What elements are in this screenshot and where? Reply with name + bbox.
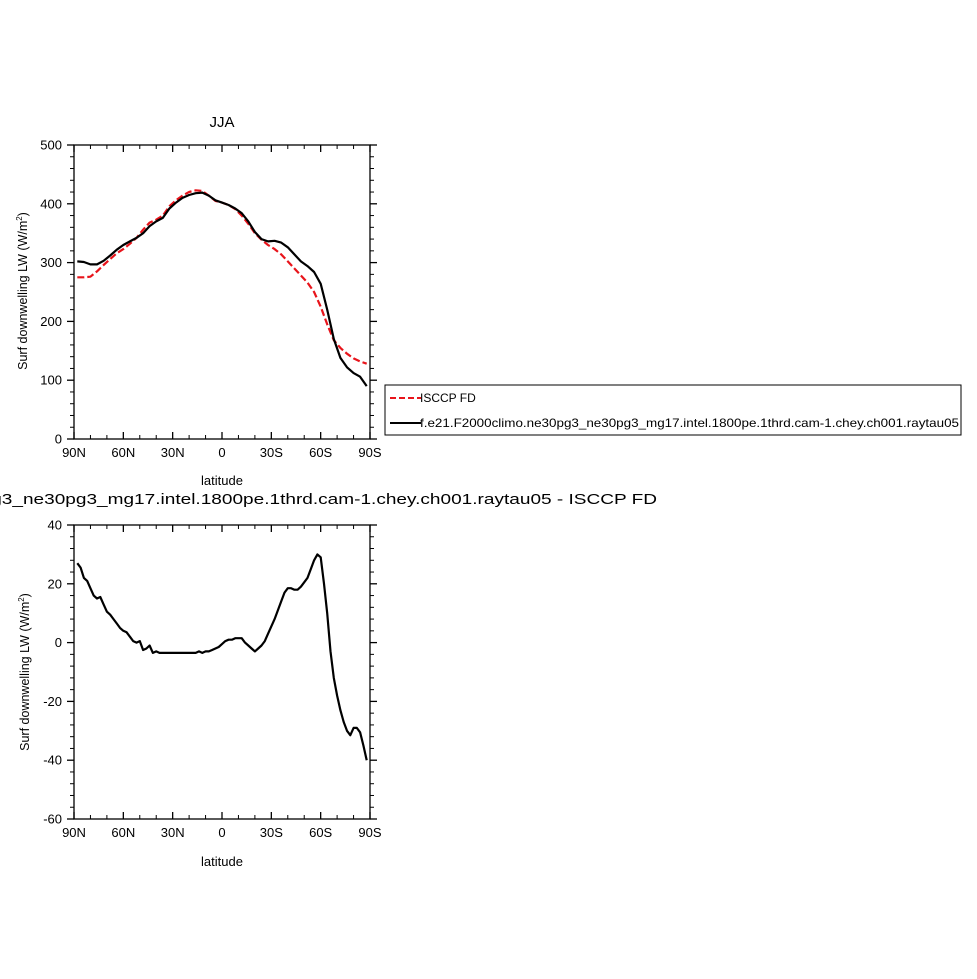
panel-top-xtick-label: 90S [358,445,381,460]
panel-top-ytick-label: 400 [40,196,62,211]
panel-top-ytick-label: 500 [40,138,62,153]
panel-bottom-ytick-label: -60 [43,812,62,827]
panel-top-xtick-label: 30S [260,445,283,460]
panel-bottom-title: f.e21.F2000climo.ne30pg3_ne30pg3_mg17.in… [0,491,657,508]
panel-bottom-ylabel: Surf downwelling LW (W/m2) [17,593,32,751]
panel-bottom-ytick-label: 0 [55,635,62,650]
panel-bottom-ylabel-sup: 2 [17,597,26,602]
panel-top-series-line-0 [77,189,368,365]
panel-top-series-line-1 [77,191,368,387]
panel-top-xtick-label: 90N [62,445,86,460]
panel-top-ytick-label: 0 [55,432,62,447]
panel-bottom-ytick-label: 40 [48,518,62,533]
panel-top-xlabel: latitude [201,473,243,488]
panel-bottom-xtick-label: 0 [218,825,225,840]
legend: ISCCP FD f.e21.F2000climo.ne30pg3_ne30pg… [384,384,962,436]
panel-bottom-xtick-label: 60S [309,825,332,840]
panel-bottom-ylabel-tail: ) [18,593,32,597]
panel-bottom-ytick-label: -20 [43,694,62,709]
panel-top-xtick-label: 0 [218,445,225,460]
panel-top-ytick-label: 300 [40,255,62,270]
panel-top-xtick-label: 60N [111,445,135,460]
panel-bottom-xlabel: latitude [201,854,243,869]
panel-bottom: f.e21.F2000climo.ne30pg3_ne30pg3_mg17.in… [0,491,657,869]
panel-top-plot-area: 90N 60N 30N 0 30S 60S 90S 0 100 200 300 400 500 [40,138,382,461]
panel-top-title: JJA [209,114,234,131]
panel-bottom-xtick-label: 60N [111,825,135,840]
legend-label-model: f.e21.F2000climo.ne30pg3_ne30pg3_mg17.in… [420,416,959,430]
panel-bottom-ylabel-main: Surf downwelling LW (W/m [18,602,32,751]
legend-box [384,384,962,436]
panel-top-ytick-label: 100 [40,373,62,388]
panel-top-xtick-label: 60S [309,445,332,460]
panel-bottom-xtick-label: 90S [358,825,381,840]
panel-top-ylabel-sup: 2 [15,216,24,221]
panel-top-ylabel-tail: ) [16,212,30,216]
panel-top-xtick-label: 30N [161,445,185,460]
panel-bottom-xtick-label: 30S [260,825,283,840]
panel-top-frame [73,144,371,440]
panel-top-ylabel-main: Surf downwelling LW (W/m [16,221,30,370]
panel-bottom-xtick-label: 90N [62,825,86,840]
panel-top-ytick-label: 200 [40,314,62,329]
panel-bottom-ytick-label: 20 [48,576,62,591]
panel-bottom-xtick-label: 30N [161,825,185,840]
legend-label-isccp: ISCCP FD [420,391,476,405]
panel-top-ylabel: Surf downwelling LW (W/m2) [15,212,30,370]
panel-bottom-series-line-0 [76,553,368,761]
panel-bottom-plot-area: 90N 60N 30N 0 30S 60S 90S -60 -40 -20 0 20 40 [43,518,382,841]
panel-top: JJA 90N 60N 30N 0 30S 60S 90S0100200300400500 … [15,114,382,488]
panel-bottom-ytick-label: -40 [43,753,62,768]
panel-bottom-frame [73,524,371,820]
